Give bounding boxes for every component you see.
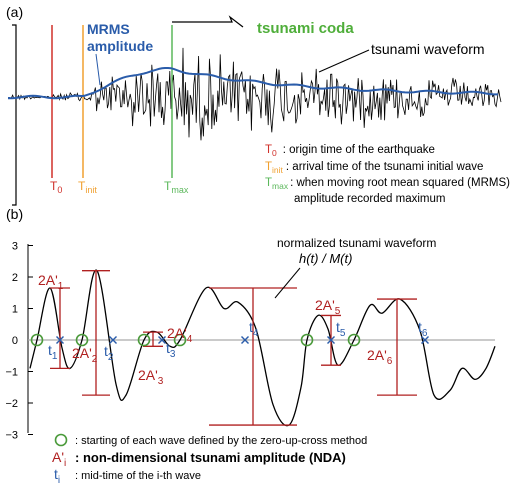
midtime-marker-3 xyxy=(158,336,166,344)
panel-a-record-bracket xyxy=(12,24,17,206)
waveform-trace xyxy=(8,47,502,141)
amp-bracket-6 xyxy=(377,298,417,396)
amp-label-4: 2A'4 xyxy=(167,325,193,345)
mrms-label-line2: amplitude xyxy=(87,38,153,54)
panel-b-label: (b) xyxy=(6,206,23,222)
midtime-marker-2 xyxy=(109,336,117,344)
midtime-label-4: t4 xyxy=(249,319,259,339)
y-axis-ticks: 3 2 1 0 −1 −2 −3 xyxy=(5,241,33,442)
zero-up-cross-markers xyxy=(30,333,361,347)
midtime-marker-1 xyxy=(56,336,64,344)
zero-cross-marker-3 xyxy=(137,333,151,347)
y-tick-label: −3 xyxy=(5,430,18,442)
zero-cross-marker-4 xyxy=(173,333,187,347)
midtime-marker-4 xyxy=(241,336,249,344)
amp-bracket-2 xyxy=(82,270,110,396)
amplitude-brackets xyxy=(50,270,417,426)
curve-label-pointer xyxy=(274,267,301,299)
amp-bracket-4 xyxy=(209,287,297,426)
zero-cross-marker-2 xyxy=(75,333,89,347)
y-tick-label: −2 xyxy=(5,398,18,410)
legend-midtime-symbol: ti xyxy=(54,466,60,485)
zero-cross-marker-1 xyxy=(30,333,44,347)
tsunami-waveform xyxy=(8,47,502,141)
amp-label-5: 2A'5 xyxy=(315,297,341,317)
midtime-label-6: t6 xyxy=(418,319,428,339)
y-tick-label: 2 xyxy=(12,272,18,284)
legend-nda-symbol: A'i xyxy=(52,449,66,469)
amp-bracket-3 xyxy=(143,331,163,347)
tmax-marker-label: Tmax xyxy=(164,179,189,195)
panel-b-legend: : starting of each wave defined by the z… xyxy=(52,433,367,485)
legend-zero-cross-symbol xyxy=(54,433,68,447)
mrms-label-line1: MRMS xyxy=(87,21,130,37)
y-tick-label: 3 xyxy=(12,241,18,253)
y-tick-label: −1 xyxy=(5,367,18,379)
zero-cross-marker-5 xyxy=(300,333,314,347)
panel-a-legend: T0: origin time of the earthquake Tinit:… xyxy=(265,144,510,205)
coda-bracket xyxy=(172,15,244,28)
midtime-label-1: t1 xyxy=(48,342,58,362)
y-tick-label: 1 xyxy=(12,304,18,316)
t0-marker-label: T0 xyxy=(50,179,62,195)
amp-bracket-1 xyxy=(50,287,70,370)
legend-tmax: Tmax: when moving root mean squared (MRM… xyxy=(265,177,510,191)
mid-time-markers xyxy=(56,336,429,344)
curve-label-line2: h(t) / M(t) xyxy=(299,251,352,266)
amp-label-2: 2A'2 xyxy=(72,345,98,365)
normalized-waveform-curve xyxy=(29,269,496,427)
curve-label-line1: normalized tsunami waveform xyxy=(277,236,436,250)
legend-t0: T0: origin time of the earthquake xyxy=(265,144,435,158)
legend-zero-cross-text: : starting of each wave defined by the z… xyxy=(75,435,367,447)
midtime-label-3: t3 xyxy=(166,340,176,360)
amp-label-3: 2A'3 xyxy=(138,367,164,387)
midtime-label-5: t5 xyxy=(336,319,346,339)
y-tick-label: 0 xyxy=(12,335,18,347)
tinit-marker-label: Tinit xyxy=(78,179,97,195)
zero-cross-marker-6 xyxy=(347,333,361,347)
midtime-label-2: t2 xyxy=(104,343,114,363)
legend-midtime-text: : mid-time of the i-th wave xyxy=(75,470,201,482)
legend-nda-text: : non-dimensional tsunami amplitude (NDA… xyxy=(75,450,346,465)
tsunami-waveform-label: tsunami waveform xyxy=(371,41,485,57)
midtime-marker-5 xyxy=(327,336,335,344)
mrms-amplitude-curve xyxy=(8,67,498,100)
amp-label-1: 2A'1 xyxy=(38,272,64,292)
legend-tmax-continued: amplitude recorded maximum xyxy=(294,193,445,205)
waveform-label-pointer xyxy=(318,49,370,73)
amp-label-6: 2A'6 xyxy=(367,347,393,367)
legend-tinit: Tinit: arrival time of the tsunami initi… xyxy=(265,161,483,175)
midtime-marker-6 xyxy=(421,336,429,344)
panel-a-label: (a) xyxy=(6,4,23,20)
tsunami-coda-label: tsunami coda xyxy=(257,20,354,37)
mrms-label-pointer xyxy=(95,53,101,86)
